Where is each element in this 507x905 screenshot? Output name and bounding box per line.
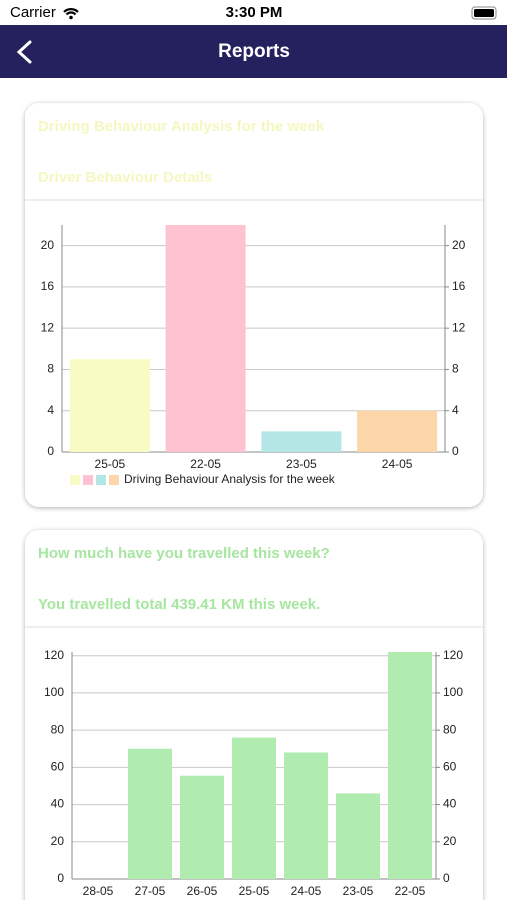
- y2-tick-label: 100: [443, 685, 463, 699]
- y-tick-label: 100: [44, 685, 64, 699]
- card-subtitle: Driver Behaviour Details: [38, 169, 212, 186]
- back-button[interactable]: [16, 40, 32, 64]
- y-tick-label: 0: [57, 871, 64, 885]
- battery: [471, 6, 497, 20]
- y-tick-label: 8: [47, 362, 54, 376]
- clock: 3:30 PM: [226, 4, 283, 21]
- bar: [232, 737, 276, 879]
- status-bar: [0, 0, 507, 25]
- bar: [357, 410, 438, 452]
- y-tick-label: 20: [51, 834, 65, 848]
- y2-tick-label: 80: [443, 722, 457, 736]
- x-tick-label: 28-05: [83, 884, 114, 898]
- y-tick-label: 16: [41, 279, 55, 293]
- nav-bar: [0, 25, 507, 78]
- y2-tick-label: 0: [443, 871, 450, 885]
- card-title: How much have you travelled this week?: [38, 545, 330, 562]
- bar: [261, 431, 342, 452]
- card-title: Driving Behaviour Analysis for the week: [38, 118, 325, 135]
- x-tick-label: 24-05: [291, 884, 322, 898]
- x-tick-label: 22-05: [190, 457, 221, 471]
- legend-swatch: [96, 475, 106, 485]
- x-tick-label: 25-05: [239, 884, 270, 898]
- bar: [388, 652, 432, 879]
- y2-tick-label: 8: [452, 362, 459, 376]
- legend-swatch: [83, 475, 93, 485]
- y2-tick-label: 40: [443, 797, 457, 811]
- y-tick-label: 4: [47, 403, 54, 417]
- legend-swatch: [109, 475, 119, 485]
- y2-tick-label: 4: [452, 403, 459, 417]
- y-tick-label: 12: [41, 320, 55, 334]
- card-subtitle: You travelled total 439.41 KM this week.: [38, 596, 320, 613]
- y2-tick-label: 12: [452, 320, 466, 334]
- y-tick-label: 80: [51, 722, 65, 736]
- battery-level: [474, 9, 494, 17]
- nav-title: Reports: [218, 41, 290, 62]
- bar: [336, 793, 380, 879]
- y-tick-label: 20: [41, 238, 55, 252]
- y2-tick-label: 20: [443, 834, 457, 848]
- bar: [284, 752, 328, 879]
- x-tick-label: 23-05: [286, 457, 317, 471]
- x-tick-label: 26-05: [187, 884, 218, 898]
- y2-tick-label: 120: [443, 648, 463, 662]
- y-tick-label: 120: [44, 648, 64, 662]
- y2-tick-label: 20: [452, 238, 466, 252]
- bar: [69, 359, 150, 452]
- y2-tick-label: 60: [443, 760, 457, 774]
- legend-swatch: [70, 475, 80, 485]
- wifi-dot: [69, 15, 73, 20]
- bar: [128, 748, 172, 879]
- y-tick-label: 60: [51, 760, 65, 774]
- bar: [180, 775, 224, 879]
- y-tick-label: 40: [51, 797, 65, 811]
- legend-label: Driving Behaviour Analysis for the week: [124, 472, 336, 486]
- x-tick-label: 27-05: [135, 884, 166, 898]
- wifi-icon: [63, 8, 79, 16]
- bar: [165, 225, 246, 452]
- y-tick-label: 0: [47, 444, 54, 458]
- x-tick-label: 24-05: [382, 457, 413, 471]
- y2-tick-label: 16: [452, 279, 466, 293]
- y2-tick-label: 0: [452, 444, 459, 458]
- x-tick-label: 25-05: [95, 457, 126, 471]
- carrier: Carrier: [10, 4, 56, 21]
- x-tick-label: 22-05: [395, 884, 426, 898]
- x-tick-label: 23-05: [343, 884, 374, 898]
